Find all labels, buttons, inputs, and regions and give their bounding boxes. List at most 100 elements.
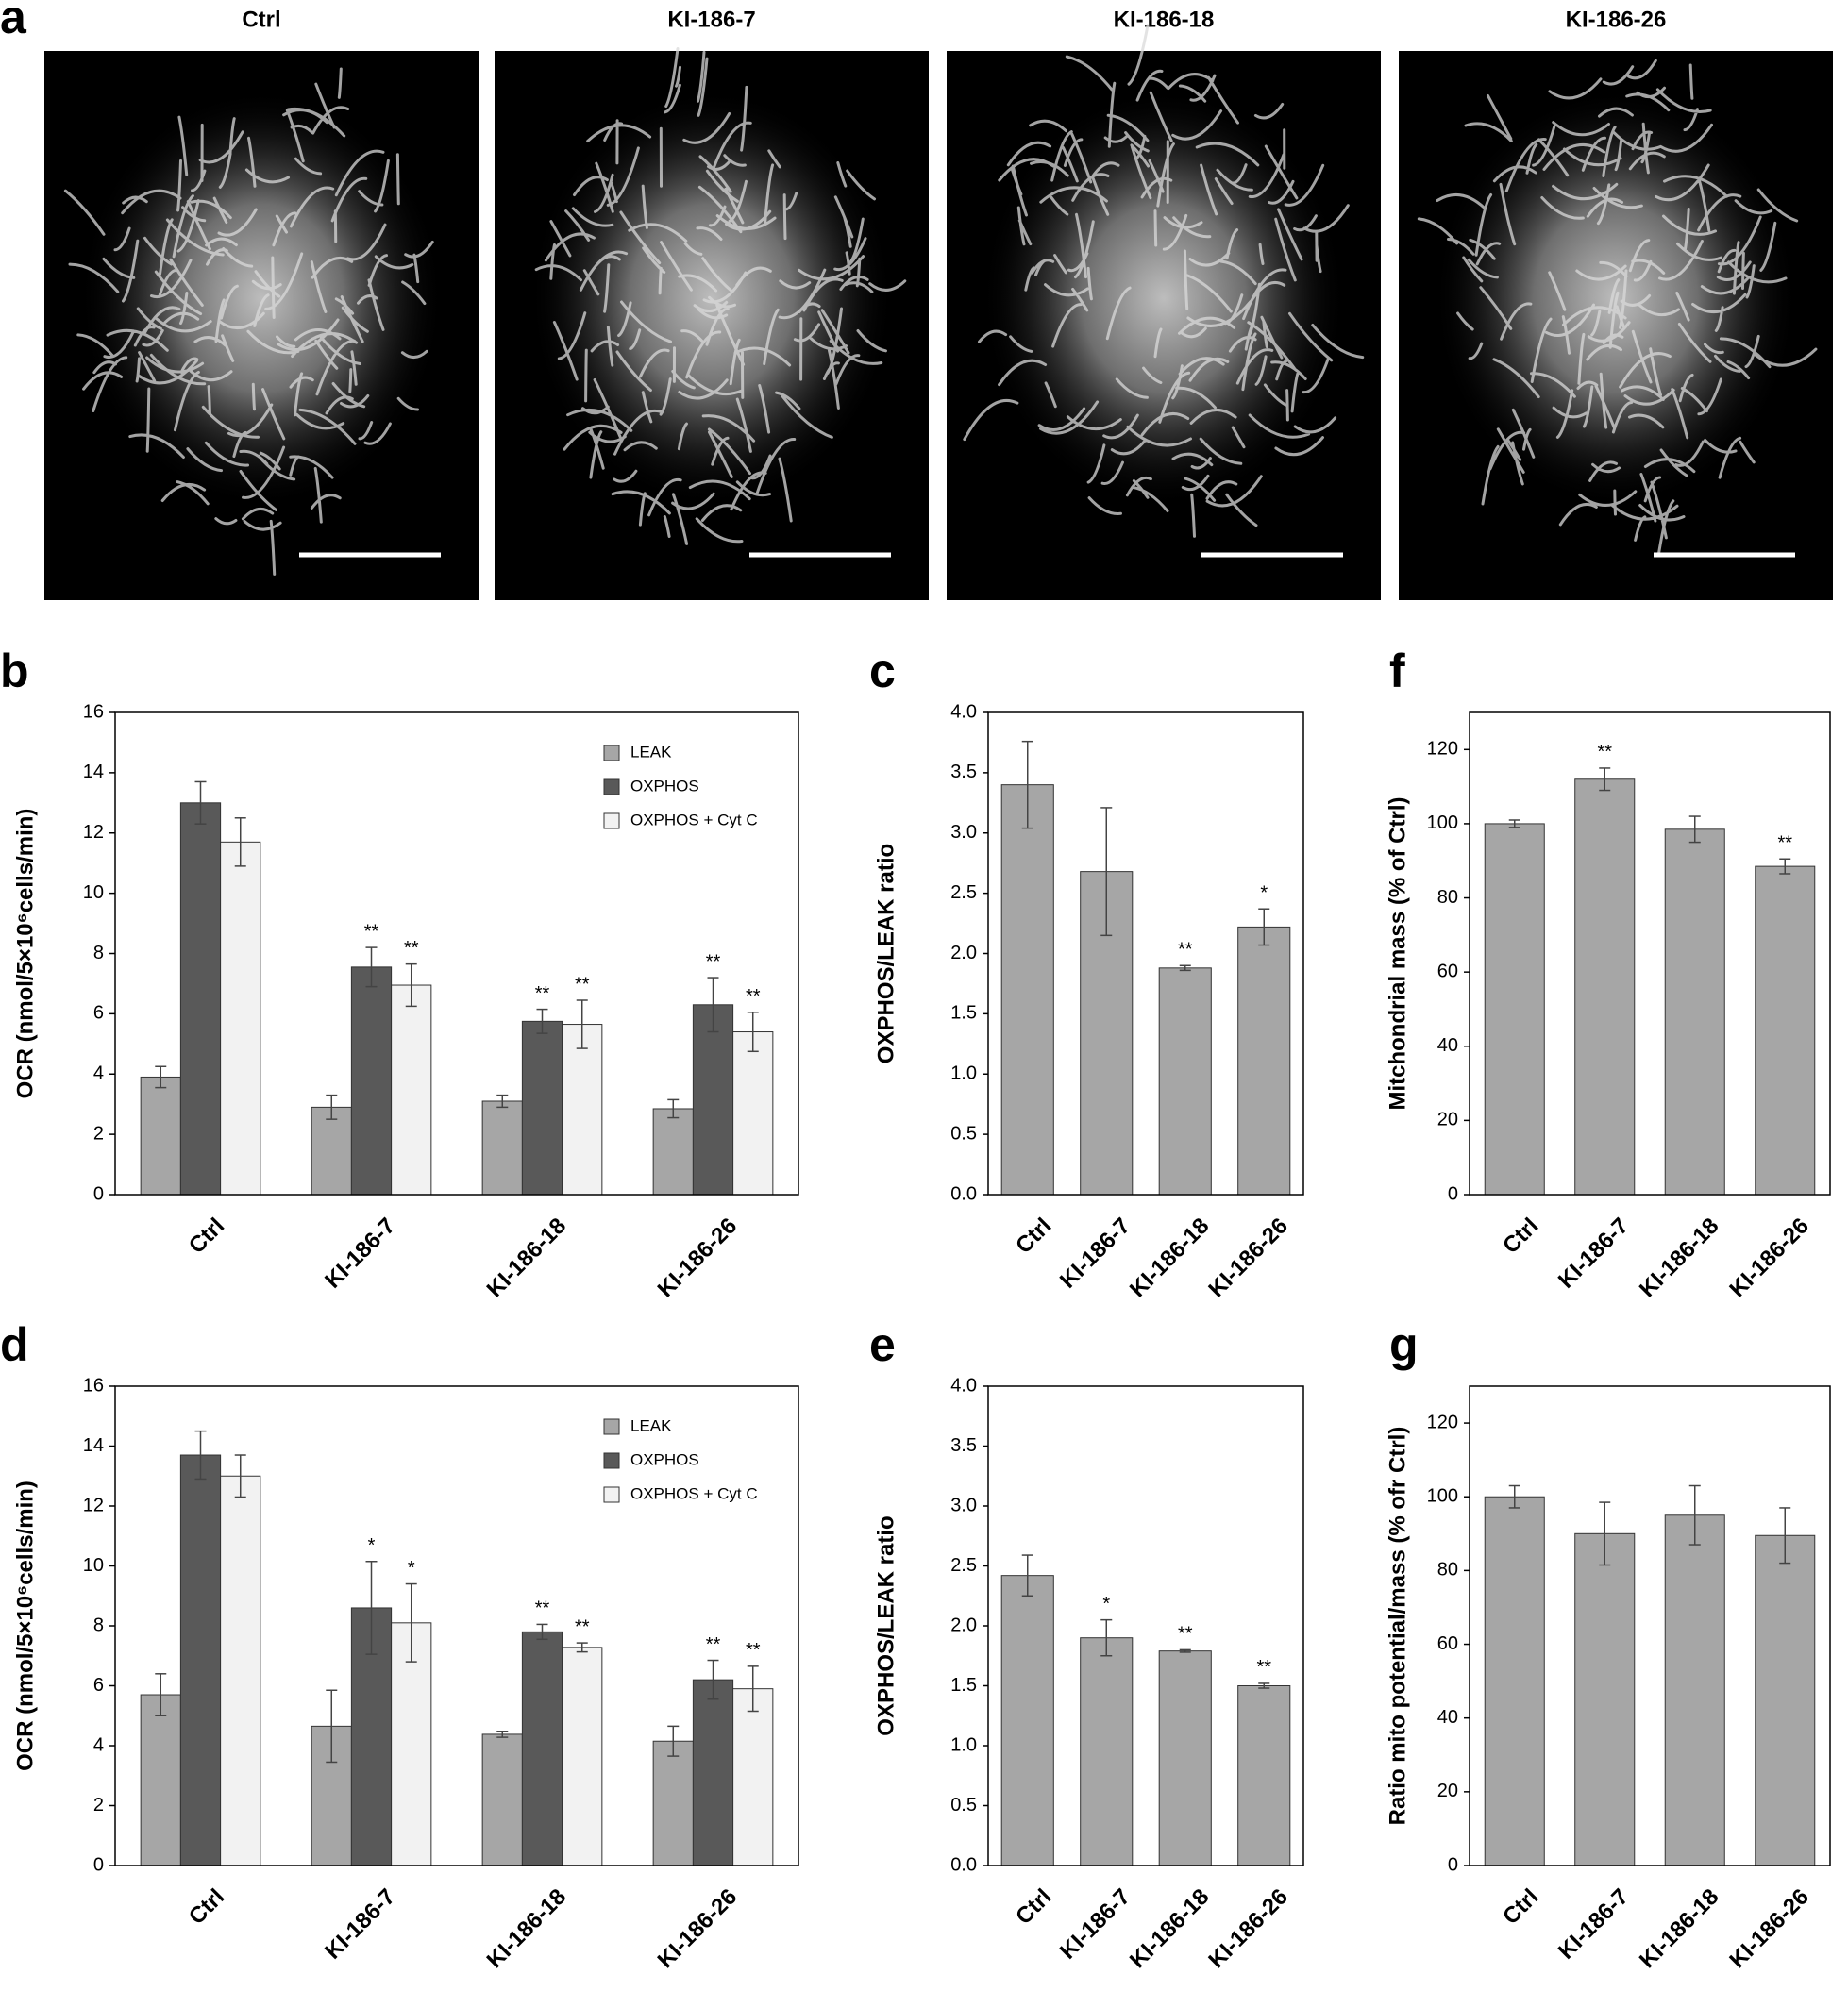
significance: ** bbox=[1597, 742, 1612, 762]
bar bbox=[1080, 871, 1134, 1196]
bar bbox=[1574, 778, 1636, 1196]
significance: ** bbox=[746, 986, 761, 1007]
y-tick-label: 120 bbox=[1427, 739, 1458, 760]
bar bbox=[1000, 784, 1054, 1196]
bar bbox=[391, 984, 432, 1196]
bar bbox=[140, 1076, 181, 1196]
significance: * bbox=[408, 1558, 415, 1579]
bar bbox=[220, 841, 261, 1196]
significance: * bbox=[1102, 1594, 1110, 1615]
plot-frame bbox=[987, 1385, 1304, 1866]
y-tick-label: 20 bbox=[1437, 1781, 1458, 1801]
y-tick-label: 12 bbox=[83, 822, 104, 843]
y-tick-label: 8 bbox=[93, 943, 104, 963]
x-tick-label: KI-186-18 bbox=[482, 1884, 572, 1974]
y-tick-label: 2 bbox=[93, 1123, 104, 1144]
significance: ** bbox=[1777, 833, 1792, 854]
x-tick-label: KI-186-7 bbox=[1055, 1884, 1135, 1965]
bar bbox=[1755, 865, 1816, 1196]
x-tick-label: Ctrl bbox=[1011, 1213, 1056, 1259]
image-title: KI-186-18 bbox=[1114, 7, 1215, 32]
bar bbox=[562, 1024, 603, 1196]
bar bbox=[732, 1031, 774, 1196]
significance: ** bbox=[706, 951, 721, 972]
bar bbox=[481, 1733, 523, 1866]
y-tick-label: 1.5 bbox=[950, 1675, 977, 1696]
y-tick-label: 14 bbox=[83, 1435, 104, 1456]
y-tick-label: 120 bbox=[1427, 1412, 1458, 1432]
legend-label: OXPHOS bbox=[630, 777, 699, 795]
mitochondria bbox=[1417, 59, 1818, 557]
y-tick-label: 0.5 bbox=[950, 1123, 977, 1144]
panel-label: g bbox=[1389, 1318, 1419, 1371]
error-bar bbox=[536, 1623, 548, 1641]
y-tick-label: 0 bbox=[93, 1854, 104, 1875]
y-tick-label: 80 bbox=[1437, 887, 1458, 908]
x-tick-label: KI-186-26 bbox=[1203, 1213, 1293, 1303]
bar bbox=[1000, 1575, 1054, 1866]
y-tick-label: 4.0 bbox=[950, 1375, 977, 1396]
x-tick-label: Ctrl bbox=[1498, 1213, 1543, 1259]
y-tick-label: 3.5 bbox=[950, 761, 977, 782]
y-tick-label: 6 bbox=[93, 1675, 104, 1696]
significance: ** bbox=[575, 974, 590, 995]
legend-label: OXPHOS bbox=[630, 1450, 699, 1468]
y-axis-label: Mitchondrial mass (% of Ctrl) bbox=[1385, 796, 1410, 1110]
significance: ** bbox=[535, 1598, 550, 1619]
significance: ** bbox=[535, 983, 550, 1004]
error-bar bbox=[747, 1012, 759, 1053]
y-tick-label: 1.0 bbox=[950, 1734, 977, 1755]
y-axis-label: Ratio mito potential/mass (% ofr Ctrl) bbox=[1385, 1427, 1410, 1826]
y-tick-label: 0.5 bbox=[950, 1795, 977, 1816]
error-bar bbox=[496, 1731, 509, 1738]
y-tick-label: 16 bbox=[83, 1375, 104, 1396]
bar bbox=[1237, 1685, 1291, 1866]
y-tick-label: 8 bbox=[93, 1615, 104, 1635]
legend-label: LEAK bbox=[630, 1416, 672, 1434]
bar bbox=[652, 1108, 694, 1196]
error-bar bbox=[1508, 1484, 1520, 1509]
bar bbox=[179, 802, 222, 1196]
error-bar bbox=[1179, 1648, 1191, 1653]
y-tick-label: 10 bbox=[83, 1555, 104, 1576]
y-tick-label: 3.5 bbox=[950, 1435, 977, 1456]
error-bar bbox=[1688, 815, 1701, 844]
x-tick-label: KI-186-26 bbox=[653, 1884, 743, 1974]
y-tick-label: 0.0 bbox=[950, 1854, 977, 1875]
x-tick-label: KI-186-26 bbox=[1203, 1884, 1293, 1974]
bar bbox=[179, 1454, 222, 1866]
y-tick-label: 4 bbox=[93, 1734, 104, 1755]
y-tick-label: 2 bbox=[93, 1795, 104, 1816]
image-title: KI-186-26 bbox=[1566, 7, 1667, 32]
error-bar bbox=[194, 1430, 207, 1481]
legend-swatch bbox=[603, 778, 620, 795]
y-tick-label: 0 bbox=[1448, 1854, 1458, 1875]
y-tick-label: 2.0 bbox=[950, 1615, 977, 1635]
legend-swatch bbox=[603, 1452, 620, 1469]
significance: * bbox=[1260, 883, 1268, 904]
image-title: Ctrl bbox=[242, 7, 280, 32]
y-tick-label: 3.0 bbox=[950, 822, 977, 843]
legend-label: OXPHOS + Cyt C bbox=[630, 811, 758, 828]
error-bar bbox=[707, 1659, 719, 1700]
significance: ** bbox=[706, 1634, 721, 1655]
bar bbox=[1080, 1637, 1134, 1866]
error-bar bbox=[667, 1098, 680, 1119]
error-bar bbox=[155, 1065, 167, 1089]
y-axis-label: OCR (nmol/5×10⁶cells/min) bbox=[12, 809, 38, 1099]
panel-label: f bbox=[1389, 644, 1405, 697]
error-bar bbox=[1599, 1501, 1611, 1566]
error-bar bbox=[1258, 908, 1270, 946]
error-bar bbox=[1779, 858, 1791, 875]
x-tick-label: Ctrl bbox=[184, 1884, 229, 1930]
y-tick-label: 80 bbox=[1437, 1560, 1458, 1581]
plot-frame bbox=[114, 1385, 799, 1866]
error-bar bbox=[667, 1725, 680, 1757]
error-bar bbox=[365, 946, 378, 988]
legend-swatch bbox=[603, 812, 620, 829]
y-tick-label: 40 bbox=[1437, 1035, 1458, 1056]
image-title: KI-186-7 bbox=[667, 7, 755, 32]
bar bbox=[350, 966, 393, 1196]
y-tick-label: 6 bbox=[93, 1003, 104, 1024]
y-tick-label: 40 bbox=[1437, 1707, 1458, 1728]
